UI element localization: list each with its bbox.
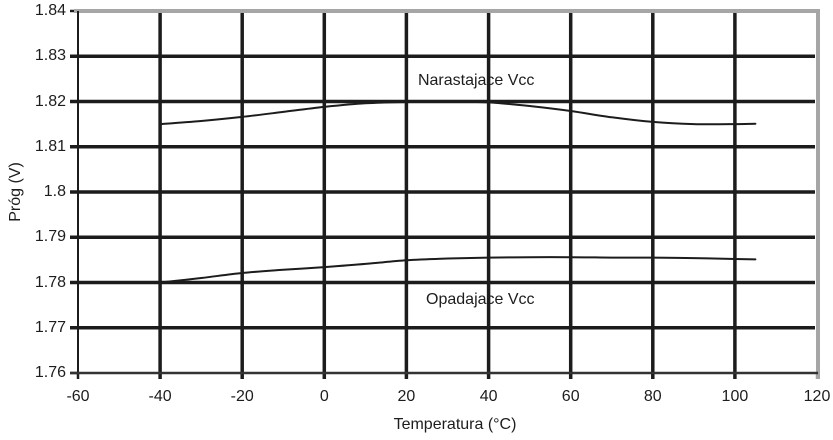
series-label-narastajace-vcc: Narastajace Vcc [417, 72, 535, 90]
x-tick-label: 20 [397, 388, 416, 405]
x-tick-label: -20 [230, 388, 254, 405]
y-tick-label: 1.78 [34, 273, 66, 291]
x-tick-label: -40 [148, 388, 172, 405]
x-tick-label: 60 [561, 388, 580, 405]
y-tick-label: 1.84 [34, 2, 66, 19]
series-label-opadajace-vcc: Opadajace Vcc [426, 291, 535, 309]
y-tick-label: 1.77 [34, 318, 66, 336]
x-tick-label: 80 [643, 388, 662, 405]
x-tick-label: 40 [479, 388, 498, 405]
series-curve-0 [159, 100, 757, 126]
y-tick-label: 1.83 [34, 47, 66, 65]
y-tick-label: 1.79 [34, 228, 66, 246]
y-tick-label: 1.76 [34, 364, 66, 381]
y-tick-label: 1.82 [34, 92, 66, 110]
x-tick-label: 100 [721, 388, 749, 405]
x-tick-label: -60 [66, 388, 90, 405]
x-tick-label: 120 [803, 388, 831, 405]
y-tick-label: 1.81 [34, 137, 66, 155]
x-axis-title: Temperatura (°C) [393, 416, 517, 433]
series-curve-1 [159, 256, 757, 284]
x-tick-label: 0 [319, 388, 329, 405]
y-tick-label: 1.8 [43, 183, 66, 200]
